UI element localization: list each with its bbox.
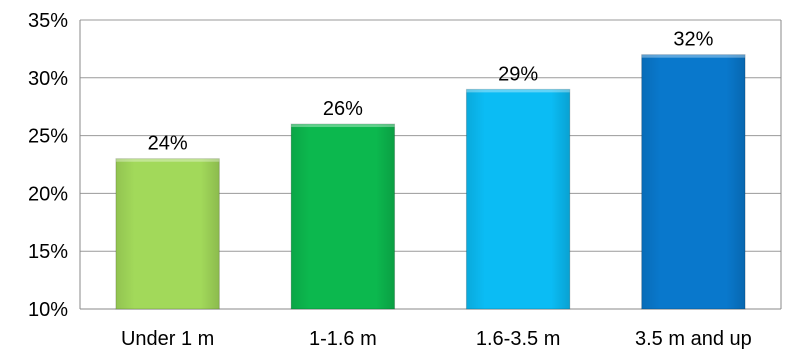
x-tick-label: 1.6-3.5 m (476, 328, 560, 350)
data-label: 29% (498, 63, 538, 85)
x-tick-label: 1-1.6 m (309, 328, 377, 350)
x-axis-tick-labels: Under 1 m 1-1.6 m 1.6-3.5 m 3.5 m and up (121, 328, 752, 350)
y-tick-label: 30% (28, 68, 68, 90)
data-label: 32% (673, 29, 713, 51)
bar-highlight (641, 54, 746, 58)
bar-shading (641, 54, 746, 310)
bars (115, 54, 746, 310)
y-tick-label: 25% (28, 126, 68, 148)
y-axis-tick-labels: 10% 15% 20% 25% 30% 35% (28, 10, 68, 321)
y-tick-label: 10% (28, 299, 68, 321)
y-tick-label: 20% (28, 183, 68, 205)
data-label: 26% (323, 98, 363, 120)
x-tick-label: Under 1 m (121, 328, 214, 350)
data-label: 24% (148, 133, 188, 155)
y-tick-label: 15% (28, 241, 68, 263)
bar-shading (291, 124, 395, 309)
x-tick-label: 3.5 m and up (635, 328, 752, 350)
bar-highlight (291, 124, 395, 128)
bar-highlight (115, 158, 220, 162)
bar-highlight (466, 89, 570, 93)
bar-shading (466, 89, 570, 309)
data-labels: 24% 26% 29% 32% (148, 29, 714, 155)
y-tick-label: 35% (28, 10, 68, 32)
bar-shading (115, 158, 220, 309)
